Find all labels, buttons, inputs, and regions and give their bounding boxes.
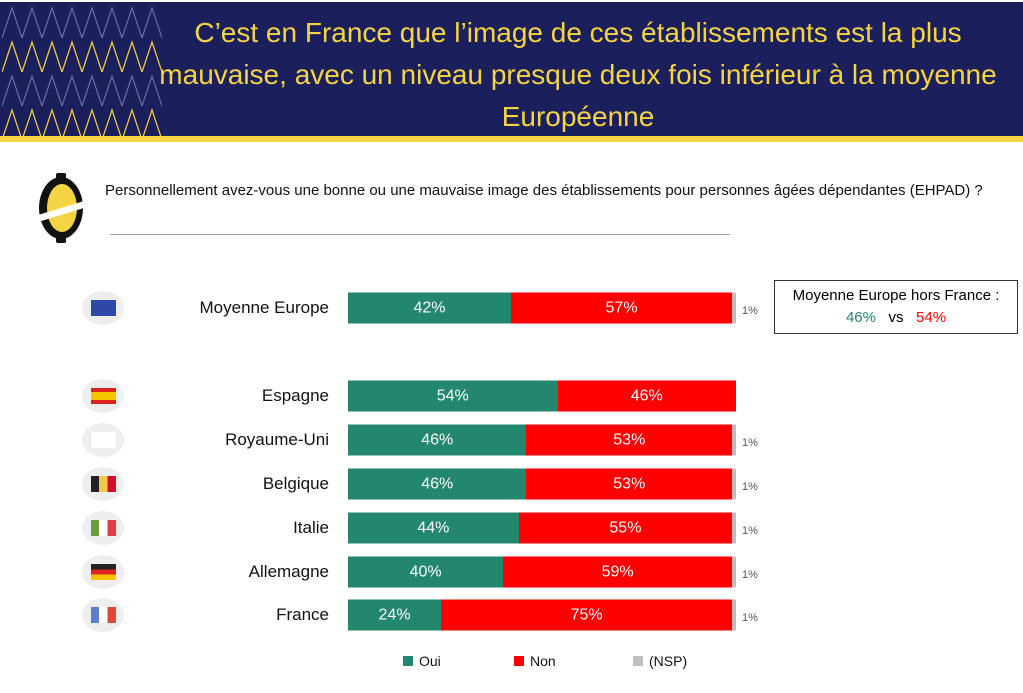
bar-non: 59%	[503, 556, 733, 588]
bar-non: 53%	[526, 424, 733, 456]
bar-oui: 40%	[348, 556, 504, 588]
nsp-label: 1%	[742, 569, 758, 581]
bar-oui: 54%	[348, 380, 558, 412]
bar-non: 57%	[510, 292, 733, 324]
bar-nsp	[732, 292, 736, 324]
italy-flag-icon	[82, 511, 124, 545]
legend-nsp: (NSP)	[633, 653, 687, 669]
legend-non: Non	[514, 653, 556, 669]
belgium-flag-icon	[82, 467, 124, 501]
europe-excl-france-box: Moyenne Europe hors France : 46% vs 54%	[774, 280, 1018, 334]
legend-label: (NSP)	[649, 653, 688, 669]
bar-oui: 42%	[348, 292, 511, 324]
bar-nsp	[732, 468, 736, 500]
legend-swatch-non	[514, 656, 524, 666]
bar-oui: 46%	[348, 468, 527, 500]
category-label: Italie	[293, 518, 329, 537]
nsp-label: 1%	[742, 525, 758, 537]
eu-flag-icon	[82, 291, 124, 325]
header-stripe	[0, 136, 1023, 142]
bar-oui: 46%	[348, 424, 527, 456]
nsp-label: 1%	[742, 481, 758, 493]
chevron-pattern	[2, 6, 162, 136]
bar-oui: 44%	[348, 512, 519, 544]
box-oui: 46%	[845, 309, 876, 326]
category-label: Espagne	[261, 386, 329, 405]
bar-non: 53%	[526, 468, 733, 500]
divider	[110, 234, 730, 235]
bar-oui: 24%	[348, 599, 442, 631]
bar-nsp	[732, 599, 736, 631]
logo-icon	[38, 173, 84, 243]
bar-nsp	[732, 512, 736, 544]
legend-oui: Oui	[403, 653, 441, 669]
nsp-label: 1%	[742, 612, 758, 624]
box-vs: vs	[888, 309, 904, 326]
legend-label: Non	[530, 653, 556, 669]
bar-nsp	[732, 556, 736, 588]
nsp-label: 1%	[742, 305, 758, 317]
bar-nsp	[732, 424, 736, 456]
bar-non: 75%	[441, 599, 733, 631]
nsp-label: 1%	[742, 437, 758, 449]
bar-non: 46%	[557, 380, 736, 412]
survey-question: Personnellement avez-vous une bonne ou u…	[105, 182, 983, 199]
category-label: Allemagne	[248, 562, 329, 581]
germany-flag-icon	[82, 555, 124, 589]
legend-swatch-nsp	[633, 656, 643, 666]
header-banner: C’est en France que l’image de ces établ…	[0, 2, 1023, 136]
page-title: C’est en France que l’image de ces établ…	[159, 17, 997, 132]
france-flag-icon	[82, 598, 124, 632]
legend-swatch-oui	[403, 656, 413, 666]
category-label: Moyenne Europe	[199, 298, 329, 317]
legend-label: Oui	[419, 653, 441, 669]
category-label: Royaume-Uni	[225, 430, 329, 449]
category-label: France	[276, 605, 329, 624]
uk-flag-icon	[82, 423, 124, 457]
category-label: Belgique	[262, 474, 329, 493]
box-title: Moyenne Europe hors France :	[792, 287, 1000, 304]
box-non: 54%	[916, 309, 947, 326]
bar-non: 55%	[518, 512, 733, 544]
spain-flag-icon	[82, 379, 124, 413]
